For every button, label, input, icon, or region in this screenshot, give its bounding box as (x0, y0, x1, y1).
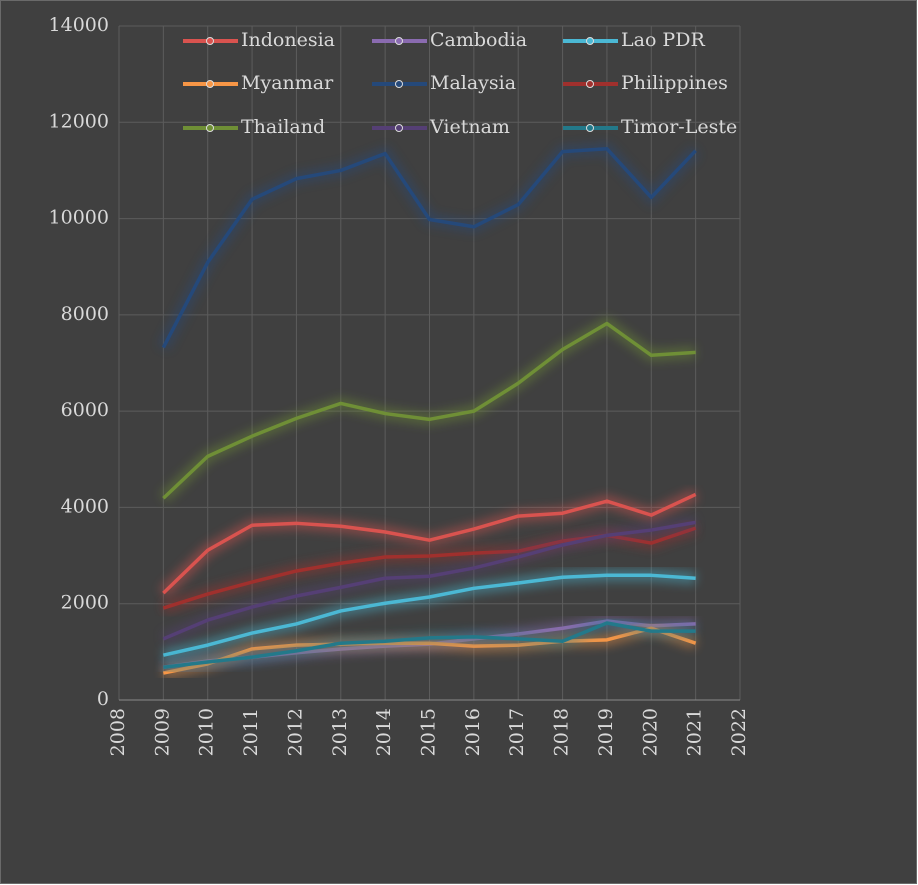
x-tick-label: 2014 (373, 708, 395, 756)
legend-label: Philippines (621, 72, 728, 94)
x-tick-label: 2016 (462, 708, 484, 756)
x-tick-label: 2013 (329, 708, 351, 756)
legend-marker (395, 124, 403, 132)
y-tick-label: 4000 (61, 495, 109, 517)
x-tick-label: 2015 (418, 708, 440, 756)
legend-label: Timor-Leste (621, 116, 737, 138)
x-tick-label: 2017 (506, 708, 528, 756)
legend-marker (586, 124, 594, 132)
series-line (162, 573, 696, 657)
x-tick-label: 2010 (196, 708, 218, 756)
x-tick-label: 2012 (284, 708, 306, 756)
legend-marker (206, 37, 214, 45)
legend-label: Vietnam (429, 116, 510, 138)
legend-marker (395, 37, 403, 45)
series-line (162, 321, 696, 500)
x-tick-label: 2008 (107, 708, 129, 756)
legend-marker (206, 124, 214, 132)
series-line (162, 492, 697, 595)
y-tick-label: 8000 (61, 303, 109, 325)
x-tick-label: 2011 (240, 708, 262, 756)
x-tick-label: 2021 (684, 708, 706, 756)
y-tick-label: 12000 (49, 110, 109, 132)
legend-label: Indonesia (241, 29, 335, 51)
legend-label: Lao PDR (621, 29, 705, 51)
legend-label: Malaysia (430, 72, 516, 94)
legend-marker (206, 80, 214, 88)
series-line (161, 147, 697, 349)
legend-marker (395, 80, 403, 88)
series-line (162, 520, 696, 641)
x-tick-label: 2019 (595, 708, 617, 756)
legend-label: Myanmar (241, 72, 334, 94)
x-tick-label: 2022 (728, 708, 750, 756)
legend-marker (586, 80, 594, 88)
legend-label: Cambodia (430, 29, 527, 51)
x-tick-label: 2009 (151, 708, 173, 756)
y-tick-label: 0 (97, 688, 109, 710)
y-tick-label: 14000 (49, 14, 109, 36)
legend-marker (586, 37, 594, 45)
x-tick-label: 2020 (639, 708, 661, 756)
y-tick-label: 10000 (49, 207, 109, 229)
series-line (163, 621, 696, 670)
y-tick-label: 6000 (61, 399, 109, 421)
legend-label: Thailand (241, 116, 325, 138)
x-tick-label: 2018 (551, 708, 573, 756)
y-tick-label: 2000 (61, 592, 109, 614)
